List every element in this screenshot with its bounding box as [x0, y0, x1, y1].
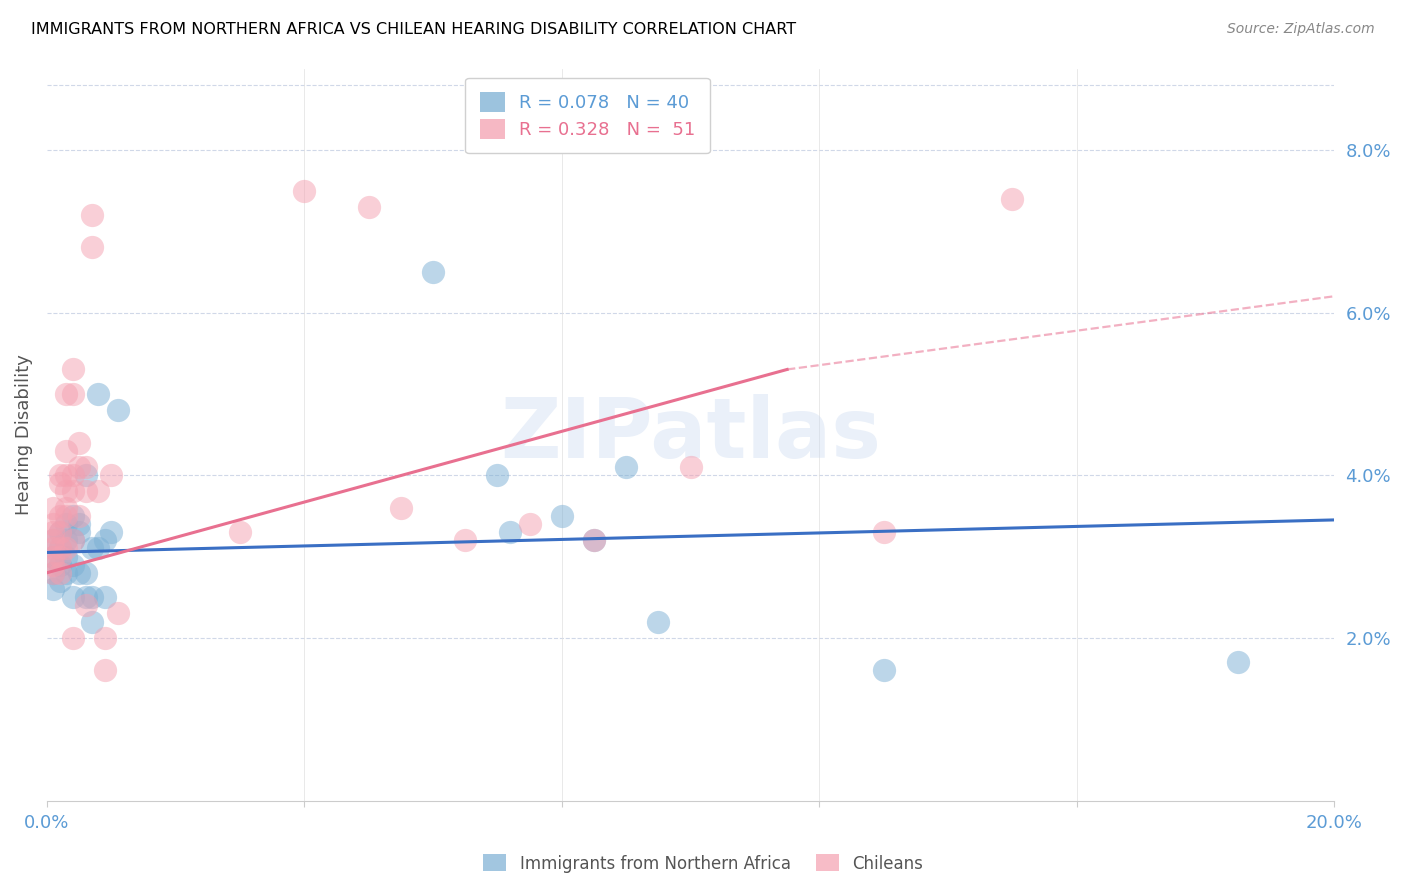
Point [49, 476, 72, 491]
Point [55, 566, 77, 580]
Point [42, 533, 65, 548]
Point [80, 240, 103, 254]
Point [67, 508, 90, 523]
Point [55, 443, 77, 458]
Point [55, 549, 77, 564]
Point [42, 549, 65, 564]
Point [75, 566, 97, 580]
Point [389, 500, 412, 515]
Point [55, 533, 77, 548]
Point [55, 387, 77, 401]
Point [87, 541, 110, 556]
Point [42, 525, 65, 540]
Point [49, 541, 72, 556]
Point [229, 525, 252, 540]
Legend: Immigrants from Northern Africa, Chileans: Immigrants from Northern Africa, Chilean… [477, 847, 929, 880]
Point [55, 500, 77, 515]
Point [107, 403, 129, 417]
Point [873, 525, 896, 540]
Point [454, 533, 477, 548]
Point [100, 525, 122, 540]
Y-axis label: Hearing Disability: Hearing Disability [15, 354, 32, 515]
Point [62, 558, 84, 572]
Point [62, 362, 84, 376]
Point [582, 533, 605, 548]
Text: IMMIGRANTS FROM NORTHERN AFRICA VS CHILEAN HEARING DISABILITY CORRELATION CHART: IMMIGRANTS FROM NORTHERN AFRICA VS CHILE… [31, 22, 796, 37]
Point [582, 533, 605, 548]
Point [80, 590, 103, 604]
Point [62, 533, 84, 548]
Point [42, 582, 65, 596]
Point [49, 525, 72, 540]
Point [62, 631, 84, 645]
Point [62, 468, 84, 483]
Point [42, 500, 65, 515]
Point [49, 468, 72, 483]
Point [75, 599, 97, 613]
Point [75, 590, 97, 604]
Point [422, 265, 444, 279]
Point [75, 468, 97, 483]
Point [519, 516, 541, 531]
Point [75, 484, 97, 499]
Point [357, 200, 380, 214]
Point [42, 558, 65, 572]
Point [1001, 192, 1024, 206]
Point [62, 484, 84, 499]
Point [873, 664, 896, 678]
Point [62, 508, 84, 523]
Point [62, 533, 84, 548]
Point [551, 508, 574, 523]
Point [49, 541, 72, 556]
Point [67, 525, 90, 540]
Point [55, 468, 77, 483]
Point [80, 208, 103, 222]
Point [67, 460, 90, 475]
Point [42, 516, 65, 531]
Point [42, 566, 65, 580]
Point [55, 516, 77, 531]
Point [67, 435, 90, 450]
Point [42, 549, 65, 564]
Point [94, 664, 117, 678]
Text: Source: ZipAtlas.com: Source: ZipAtlas.com [1227, 22, 1375, 37]
Point [55, 508, 77, 523]
Point [107, 607, 129, 621]
Point [62, 387, 84, 401]
Point [499, 525, 522, 540]
Point [647, 615, 669, 629]
Point [49, 574, 72, 588]
Point [62, 590, 84, 604]
Point [49, 508, 72, 523]
Point [42, 541, 65, 556]
Point [94, 533, 117, 548]
Point [42, 566, 65, 580]
Point [67, 566, 90, 580]
Point [1226, 655, 1249, 669]
Point [614, 460, 637, 475]
Point [87, 484, 110, 499]
Point [87, 387, 110, 401]
Point [100, 468, 122, 483]
Point [49, 525, 72, 540]
Point [49, 549, 72, 564]
Point [94, 631, 117, 645]
Point [55, 541, 77, 556]
Point [67, 516, 90, 531]
Point [80, 541, 103, 556]
Text: ZIPatlas: ZIPatlas [501, 394, 882, 475]
Point [55, 484, 77, 499]
Point [80, 615, 103, 629]
Point [292, 184, 315, 198]
Legend: R = 0.078   N = 40, R = 0.328   N =  51: R = 0.078 N = 40, R = 0.328 N = 51 [465, 78, 710, 153]
Point [679, 460, 702, 475]
Point [486, 468, 509, 483]
Point [49, 558, 72, 572]
Point [75, 460, 97, 475]
Point [42, 533, 65, 548]
Point [94, 590, 117, 604]
Point [49, 566, 72, 580]
